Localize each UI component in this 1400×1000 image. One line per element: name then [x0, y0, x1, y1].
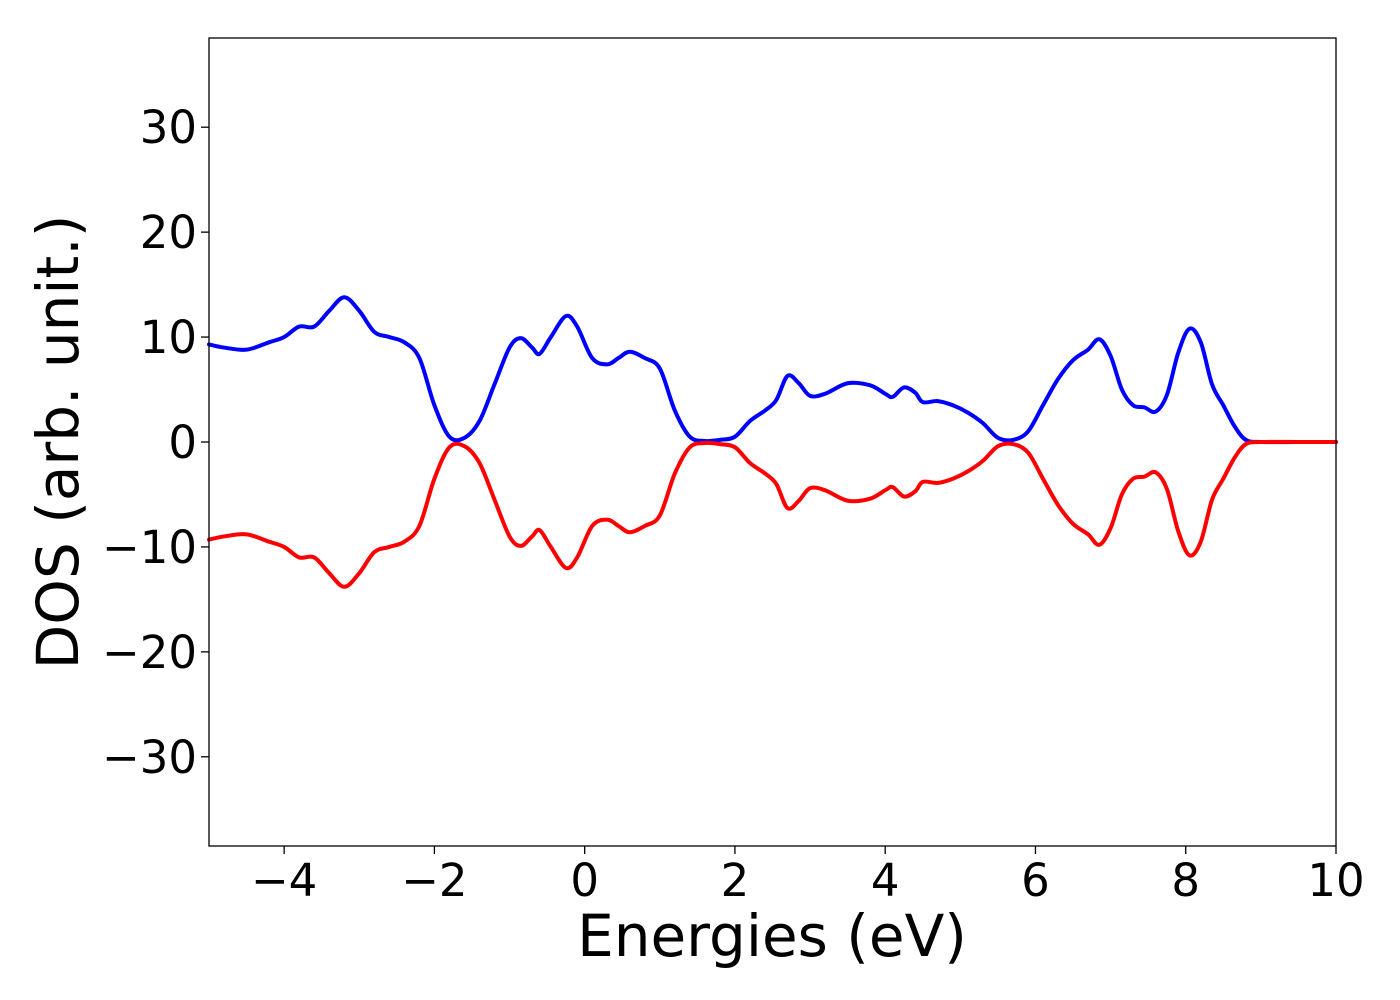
series-line-1 [207, 439, 1338, 589]
x-tick-label: 8 [1171, 854, 1200, 907]
x-tick-label: 4 [871, 854, 900, 907]
x-tick-label: 0 [570, 854, 599, 907]
y-axis-title: DOS (arb. unit.) [24, 215, 92, 670]
y-tick-label: 20 [140, 206, 197, 259]
series-layer [207, 295, 1338, 589]
y-tick-label: −30 [102, 731, 197, 784]
y-axis: −30 −20 −10 0 10 20 30 [102, 101, 209, 784]
x-tick-label: 2 [721, 854, 750, 907]
x-axis-title: Energies (eV) [577, 902, 967, 970]
x-tick-label: 10 [1307, 854, 1364, 907]
x-tick-label: −2 [401, 854, 467, 907]
series-line-0 [207, 295, 1338, 445]
plot-area [207, 295, 1338, 589]
y-tick-label: 30 [140, 101, 197, 154]
y-tick-label: 10 [140, 311, 197, 364]
x-tick-label: 6 [1021, 854, 1050, 907]
y-tick-label: −10 [102, 521, 197, 574]
y-tick-label: −20 [102, 626, 197, 679]
x-axis: −4 −2 0 2 4 6 8 10 [251, 846, 1365, 907]
x-tick-label: −4 [251, 854, 317, 907]
y-tick-label: 0 [168, 416, 197, 469]
plot-frame [208, 37, 1337, 847]
